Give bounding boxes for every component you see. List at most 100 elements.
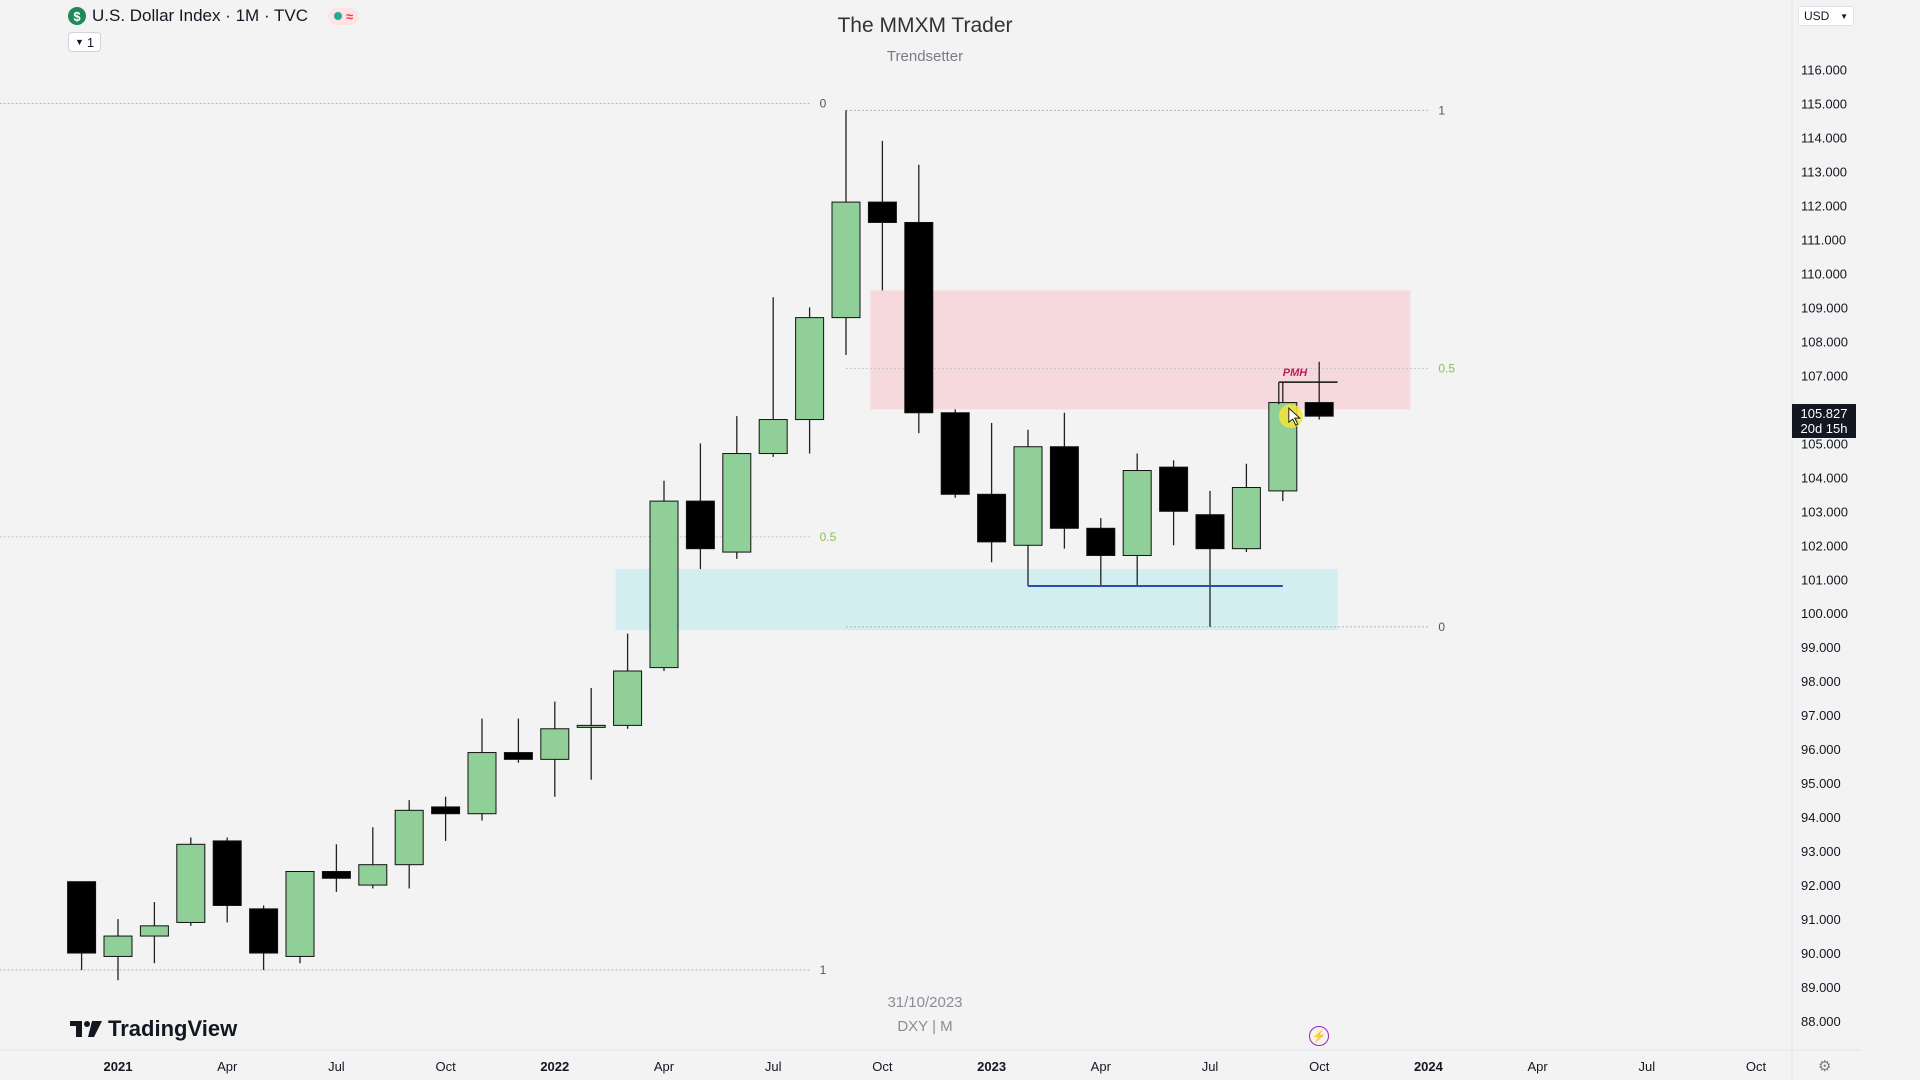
candle[interactable] <box>1159 460 1189 546</box>
candle-body <box>67 881 97 954</box>
candle-body <box>1122 470 1152 556</box>
candle[interactable] <box>321 844 351 892</box>
candle[interactable] <box>139 902 169 964</box>
premium-zone[interactable] <box>870 290 1411 410</box>
gear-icon[interactable]: ⚙ <box>1818 1058 1832 1075</box>
delay-wave-icon: ≈ <box>346 8 354 24</box>
candle[interactable] <box>431 796 461 841</box>
candle-body <box>795 317 825 421</box>
symbol-title[interactable]: U.S. Dollar Index · 1M · TVC <box>92 6 309 25</box>
candle[interactable] <box>249 905 279 971</box>
price-tick-label: 113.000 <box>1801 165 1847 180</box>
price-tick-label: 96.000 <box>1801 742 1841 757</box>
collapse-indicators-button[interactable]: ▼ 1 <box>68 32 102 52</box>
candle[interactable] <box>103 919 133 981</box>
candle-body <box>321 870 351 879</box>
time-tick-label: 2024 <box>1414 1059 1444 1074</box>
price-tick-label: 110.000 <box>1801 266 1847 281</box>
candle[interactable] <box>285 870 315 964</box>
candle-body <box>431 806 461 815</box>
candle-body <box>758 419 788 455</box>
candle[interactable] <box>394 800 424 889</box>
time-tick-label: Jul <box>1638 1059 1655 1074</box>
time-tick-label: Oct <box>1309 1059 1330 1074</box>
price-tick-label: 98.000 <box>1801 674 1841 689</box>
market-open-dot-icon <box>334 12 343 20</box>
candle[interactable] <box>1049 412 1079 549</box>
price-axis[interactable]: 116.000 115.000 114.000 113.000 112.000 111.0… <box>1791 0 1848 1080</box>
candle[interactable] <box>1304 361 1334 420</box>
candle[interactable] <box>1231 463 1261 553</box>
price-tick-label: 116.000 <box>1801 63 1847 78</box>
candle[interactable] <box>649 480 679 672</box>
last-price-tag: 105.827 20d 15h <box>1792 404 1856 438</box>
candle[interactable] <box>977 422 1007 563</box>
candle[interactable] <box>67 881 97 971</box>
last-price: 105.827 <box>1800 406 1848 421</box>
watermark-symbol: DXY | M <box>897 1018 953 1035</box>
candle[interactable] <box>358 827 388 889</box>
bar-countdown: 20d 15h <box>1800 421 1848 436</box>
candle[interactable] <box>831 110 861 355</box>
candle[interactable] <box>212 837 242 923</box>
zones-layer <box>615 290 1411 631</box>
candle-body <box>1086 527 1116 556</box>
candle[interactable] <box>540 701 570 797</box>
candle-body <box>540 728 570 760</box>
candle[interactable] <box>795 307 825 454</box>
candle[interactable] <box>1013 429 1043 587</box>
candle[interactable] <box>467 718 497 821</box>
candle-body <box>904 221 934 414</box>
tradingview-logo[interactable]: TradingView <box>70 1016 237 1042</box>
candle[interactable] <box>503 718 533 763</box>
candle[interactable] <box>1195 490 1225 627</box>
time-tick-label: Apr <box>1527 1059 1548 1074</box>
market-status[interactable]: ≈ <box>328 7 360 25</box>
price-tick-label: 107.000 <box>1801 368 1848 383</box>
discount-zone[interactable] <box>615 569 1338 631</box>
candle[interactable] <box>867 140 897 291</box>
time-tick-label: 2023 <box>977 1059 1006 1074</box>
chevron-down-icon: ▼ <box>1840 11 1848 21</box>
candle[interactable] <box>176 837 206 926</box>
candle-body <box>831 201 861 319</box>
candle[interactable] <box>685 443 715 570</box>
candle[interactable] <box>1086 518 1116 587</box>
candle-body <box>1159 466 1189 512</box>
time-tick-label: Jul <box>328 1059 345 1074</box>
candle-body <box>1013 446 1043 546</box>
fib-layer: 0 0.5 1 0 0.5 1 <box>0 97 1455 977</box>
mouse-pointer-icon <box>1288 407 1302 426</box>
price-tick-label: 99.000 <box>1801 640 1841 655</box>
time-tick-label: 2021 <box>104 1059 133 1074</box>
time-axis[interactable]: 2021 Apr Jul Oct 2022 Apr Jul Oct 2023 Apr Jul Oct 2… <box>0 1049 1860 1074</box>
candle-body <box>176 843 206 923</box>
chevron-down-icon: ▼ <box>75 37 84 47</box>
candle-body <box>467 752 497 815</box>
watermark-date: 31/10/2023 <box>887 994 963 1011</box>
candle[interactable] <box>613 633 643 729</box>
fib-1-level-label: 1 <box>820 963 827 977</box>
currency-value: USD <box>1804 9 1830 23</box>
fib-2-level-label: 1 <box>1438 103 1445 117</box>
price-tick-label: 91.000 <box>1801 912 1841 927</box>
candle[interactable] <box>758 297 788 457</box>
lightning-icon[interactable]: ⚡ <box>1309 1026 1329 1046</box>
price-tick-label: 104.000 <box>1801 470 1848 485</box>
price-tick-label: 94.000 <box>1801 810 1841 825</box>
candle[interactable] <box>722 416 752 559</box>
candle[interactable] <box>904 164 934 434</box>
time-tick-label: Jul <box>765 1059 782 1074</box>
currency-select[interactable]: USD ▼ <box>1798 6 1854 26</box>
candle-body <box>212 840 242 906</box>
candle-body <box>722 453 752 553</box>
candle-body <box>649 500 679 669</box>
candle-body <box>576 724 606 728</box>
candle[interactable] <box>940 409 970 498</box>
candle[interactable] <box>576 687 606 780</box>
candle[interactable] <box>1122 453 1152 587</box>
fib-2-level-label: 0.5 <box>1438 362 1455 376</box>
tradingview-logo-text: TradingView <box>108 1016 238 1041</box>
price-tick-label: 108.000 <box>1801 334 1848 349</box>
